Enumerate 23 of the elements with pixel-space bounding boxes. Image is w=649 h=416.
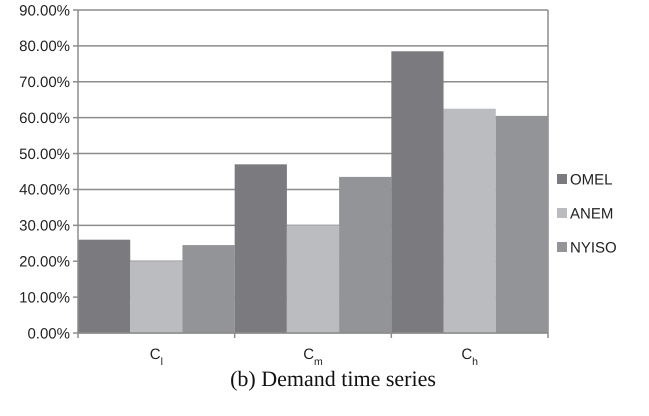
text: (b) Demand time series bbox=[230, 366, 436, 391]
y-tick-label: 90.00% bbox=[19, 2, 70, 20]
bar bbox=[391, 51, 444, 333]
y-tick-label: 70.00% bbox=[19, 74, 70, 92]
y-tick-label: 30.00% bbox=[19, 218, 70, 235]
x-tick-label: C$_{m}$ bbox=[303, 346, 324, 368]
legend-label: NYISO bbox=[570, 239, 617, 256]
y-tick-label: 40.00% bbox=[19, 182, 70, 199]
bar bbox=[78, 240, 130, 333]
y-tick-label: 0.00% bbox=[27, 325, 70, 342]
x-tick-label: C$_{h}$ bbox=[461, 346, 478, 368]
y-tick-label: 50.00% bbox=[19, 146, 70, 163]
bar bbox=[444, 108, 496, 333]
y-tick-label: 80.00% bbox=[19, 38, 70, 56]
bar bbox=[286, 225, 340, 333]
bar bbox=[234, 164, 287, 333]
y-tick-label: 10.00% bbox=[19, 289, 70, 306]
y-tick-label: 60.00% bbox=[19, 110, 70, 127]
x-tick-label: C$_{l}$ bbox=[150, 346, 163, 368]
y-tick-label: 20.00% bbox=[19, 253, 70, 270]
bar bbox=[130, 261, 182, 333]
legend-label: ANEM bbox=[570, 205, 614, 222]
legend-label: OMEL bbox=[570, 171, 613, 188]
